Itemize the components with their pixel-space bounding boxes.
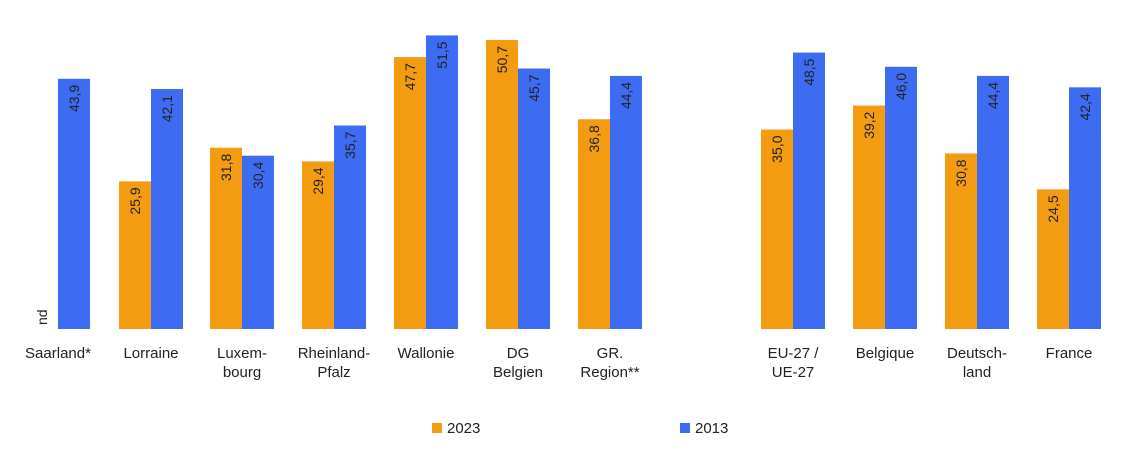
bar-2013-1	[151, 89, 183, 329]
category-labels-layer: Saarland* Lorraine Luxem-bourg Rheinland-Pf…	[25, 345, 1092, 381]
category-label-1: Lorraine	[123, 345, 178, 362]
category-label-4: Wallonie	[398, 345, 455, 362]
value-label-2023-3: 29,4	[310, 167, 326, 194]
value-label-2023-5: 50,7	[494, 46, 510, 73]
value-label-2023-7: 35,0	[769, 135, 785, 162]
bar-2013-6	[610, 75, 642, 329]
bar-2023-10	[1037, 189, 1069, 329]
value-label-2013-2: 30,4	[250, 162, 266, 189]
value-label-2013-10: 42,4	[1077, 93, 1093, 120]
category-label-2: Luxem-bourg	[217, 345, 267, 381]
bar-2023-1	[119, 181, 151, 329]
value-label-2023-2: 31,8	[218, 154, 234, 181]
category-label-0: Saarland*	[25, 345, 91, 362]
bar-2023-3	[302, 161, 334, 329]
value-label-2023-1: 25,9	[127, 187, 143, 214]
bar-2013-4	[426, 35, 458, 329]
bar-2013-2	[242, 155, 274, 329]
category-label-7: EU-27 /UE-27	[768, 345, 820, 381]
value-label-2013-6: 44,4	[618, 82, 634, 109]
category-label-8: Belgique	[856, 345, 914, 362]
bar-2023-2	[210, 147, 242, 329]
bar-2013-9	[977, 75, 1009, 329]
value-label-2013-3: 35,7	[342, 131, 358, 158]
bar-2023-5	[486, 40, 518, 329]
category-label-6: GR. Region**	[580, 345, 639, 381]
bar-2023-9	[945, 153, 977, 329]
bar-2013-8	[885, 66, 917, 330]
value-label-2023-4: 47,7	[402, 63, 418, 90]
bar-2023-7	[761, 129, 793, 329]
legend-swatch-2013	[680, 423, 690, 433]
bar-2023-4	[394, 57, 426, 330]
bar-2013-7	[793, 52, 825, 330]
bar-2013-3	[334, 125, 366, 329]
value-label-2013-5: 45,7	[526, 74, 542, 101]
value-label-2013-7: 48,5	[801, 58, 817, 85]
legend-label-2013: 2013	[695, 420, 728, 437]
value-labels-layer: nd 43,9 25,9 42,1 31,8 30,4 29,4 35,7 47,7 51,5 50…	[34, 41, 1093, 325]
value-label-2013-9: 44,4	[985, 82, 1001, 109]
legend: 2023 2013	[432, 420, 728, 437]
value-label-2023-10: 24,5	[1045, 195, 1061, 222]
value-label-2013-4: 51,5	[434, 41, 450, 68]
category-label-5: DG Belgien	[493, 345, 543, 381]
bar-2013-0	[58, 78, 90, 330]
category-label-10: France	[1046, 345, 1093, 362]
value-label-2013-8: 46,0	[893, 73, 909, 100]
bar-2013-10	[1069, 87, 1101, 329]
legend-swatch-2023	[432, 423, 442, 433]
category-label-3: Rheinland-Pfalz	[298, 345, 371, 381]
bar-2023-6	[578, 119, 610, 330]
bars-layer	[58, 35, 1101, 330]
value-label-2023-6: 36,8	[586, 125, 602, 152]
value-label-2013-0: 43,9	[66, 85, 82, 112]
bar-2023-8	[853, 105, 885, 329]
value-label-2023-0: nd	[34, 309, 50, 325]
value-label-2023-8: 39,2	[861, 111, 877, 138]
bar-2013-5	[518, 68, 550, 329]
value-label-2013-1: 42,1	[159, 95, 175, 122]
legend-label-2023: 2023	[447, 420, 480, 437]
category-label-9: Deutsch-land	[947, 345, 1007, 381]
value-label-2023-9: 30,8	[953, 159, 969, 186]
